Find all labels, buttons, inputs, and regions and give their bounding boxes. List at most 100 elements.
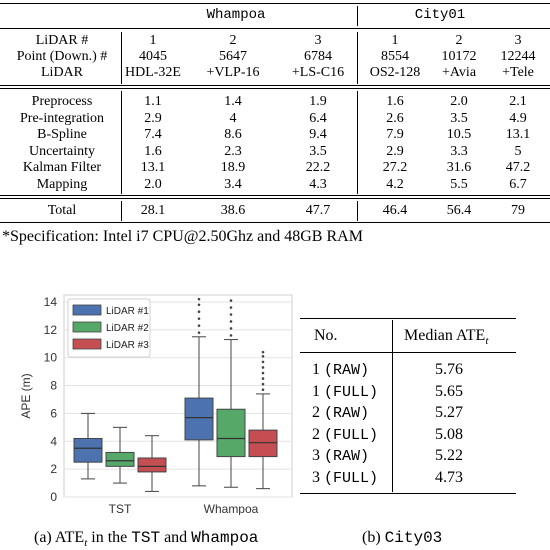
lidar-count: 1 bbox=[391, 33, 399, 48]
median-table-top-rule bbox=[300, 318, 516, 319]
median-row-label: 3 (FULL) bbox=[312, 468, 378, 488]
outlier-point bbox=[197, 310, 201, 314]
legend-label: LiDAR #2 bbox=[106, 323, 149, 334]
table-header-rule bbox=[0, 28, 550, 29]
total-value: 38.6 bbox=[220, 203, 246, 218]
median-ate-table: No. Median ATEt 1 (RAW) 5.76 1 (FULL) 5.65 2 (… bbox=[300, 318, 516, 495]
lidar-count: 2 bbox=[455, 33, 463, 48]
row-value: 2.0 bbox=[450, 94, 468, 109]
row-value: 2.9 bbox=[144, 110, 162, 126]
legend-label: LiDAR #1 bbox=[106, 306, 149, 317]
caption-b-prefix: (b) bbox=[362, 529, 385, 546]
median-row-mode: (FULL) bbox=[324, 383, 379, 401]
table-section-rule bbox=[0, 85, 550, 86]
row-value: 2.1 bbox=[509, 94, 527, 109]
legend-label: LiDAR #3 bbox=[106, 340, 149, 351]
outlier-point bbox=[197, 303, 201, 307]
sensor-name: +LS-C16 bbox=[291, 65, 345, 80]
point-count: 10172 bbox=[441, 49, 477, 64]
sensor-name: OS2-128 bbox=[369, 65, 421, 80]
group-header-city01: City01 bbox=[414, 7, 466, 23]
row-value: 5 bbox=[514, 143, 522, 159]
outlier-point bbox=[229, 313, 233, 316]
outlier-point bbox=[229, 306, 233, 309]
table-vertical-rule bbox=[357, 6, 358, 26]
legend-swatch bbox=[72, 304, 102, 316]
table-bottom-rule bbox=[0, 222, 550, 223]
lidar-count: 3 bbox=[314, 33, 322, 48]
outlier-point bbox=[229, 334, 233, 337]
row-label: B-Spline bbox=[37, 127, 87, 142]
median-row-label: 1 (FULL) bbox=[312, 382, 378, 402]
outlier-point bbox=[261, 360, 265, 364]
total-value: 47.7 bbox=[305, 203, 331, 218]
box-lidar2 bbox=[216, 408, 246, 458]
median-row-value: 5.65 bbox=[435, 382, 463, 400]
row-value: 6.4 bbox=[309, 110, 327, 126]
sensor-name: +Tele bbox=[502, 65, 534, 80]
y-axis-label: APE (m) bbox=[19, 373, 33, 418]
row-label: Pre-integration bbox=[20, 110, 104, 126]
median-row-mode: (RAW) bbox=[324, 448, 370, 465]
median-row-value: 4.73 bbox=[435, 468, 463, 486]
median-table-vertical-rule bbox=[392, 320, 393, 492]
table-vertical-rule bbox=[121, 201, 122, 221]
row-value: 2.0 bbox=[144, 176, 162, 192]
box-lidar3 bbox=[248, 429, 278, 458]
y-tick-label: 10 bbox=[44, 351, 58, 365]
total-value: 28.1 bbox=[140, 203, 166, 218]
median-row-number: 2 bbox=[312, 425, 320, 443]
row-value: 4.2 bbox=[386, 176, 404, 192]
header-label: Point (Down.) # bbox=[16, 49, 108, 64]
legend-swatch bbox=[72, 338, 102, 350]
outlier-point bbox=[197, 297, 201, 301]
table-total-rule bbox=[0, 195, 550, 196]
row-value: 4.9 bbox=[509, 110, 527, 126]
x-tick-label: TST bbox=[109, 502, 132, 515]
box-lidar1 bbox=[73, 437, 103, 463]
row-value: 9.4 bbox=[309, 127, 327, 142]
median-row-label: 2 (FULL) bbox=[312, 425, 378, 445]
median-row-label: 2 (RAW) bbox=[312, 403, 369, 423]
outlier-point bbox=[197, 324, 201, 327]
caption-b: (b) City03 bbox=[362, 529, 442, 547]
table-vertical-rule bbox=[121, 32, 122, 84]
median-row-number: 1 bbox=[312, 382, 320, 400]
median-row-mode: (RAW) bbox=[324, 405, 370, 422]
row-value: 3.3 bbox=[450, 143, 468, 159]
box-lidar3 bbox=[137, 457, 167, 473]
lidar-count: 1 bbox=[149, 33, 157, 48]
median-row-number: 1 bbox=[312, 361, 320, 378]
outlier-point bbox=[197, 317, 201, 320]
row-label: Kalman Filter bbox=[22, 160, 102, 175]
row-value: 3.4 bbox=[224, 176, 242, 192]
row-value: 1.4 bbox=[224, 94, 242, 109]
footnote: *Specification: Intel i7 CPU@2.50Ghz and… bbox=[2, 228, 363, 245]
y-tick-label: 4 bbox=[50, 434, 57, 448]
row-value: 1.1 bbox=[144, 94, 162, 109]
outlier-point bbox=[261, 354, 265, 358]
row-value: 1.6 bbox=[386, 94, 404, 109]
row-value: 18.9 bbox=[220, 160, 246, 175]
caption-a-name-tst: TST bbox=[131, 529, 161, 547]
row-value: 3.5 bbox=[450, 110, 468, 126]
median-row-label: 3 (RAW) bbox=[312, 446, 369, 466]
outlier-point bbox=[261, 388, 265, 392]
row-value: 6.7 bbox=[509, 176, 527, 192]
median-row-value: 5.76 bbox=[435, 361, 463, 378]
total-value: 46.4 bbox=[382, 203, 408, 218]
total-label: Total bbox=[47, 203, 77, 218]
caption-a: (a) ATEt in the TST and Whampoa bbox=[34, 529, 258, 549]
row-value: 1.9 bbox=[309, 94, 327, 109]
row-value: 13.1 bbox=[140, 160, 166, 175]
caption-a-subscript: t bbox=[84, 537, 88, 550]
y-tick-label: 6 bbox=[50, 406, 57, 420]
median-row-label: 1 (RAW) bbox=[312, 360, 369, 380]
header-label: LiDAR bbox=[41, 65, 83, 80]
median-row-mode: (FULL) bbox=[324, 469, 379, 487]
outlier-point bbox=[197, 331, 201, 334]
median-row-mode: (FULL) bbox=[324, 426, 379, 444]
row-label: Preprocess bbox=[31, 94, 93, 109]
header-no: No. bbox=[314, 327, 338, 344]
median-table-bottom-rule bbox=[300, 493, 516, 494]
